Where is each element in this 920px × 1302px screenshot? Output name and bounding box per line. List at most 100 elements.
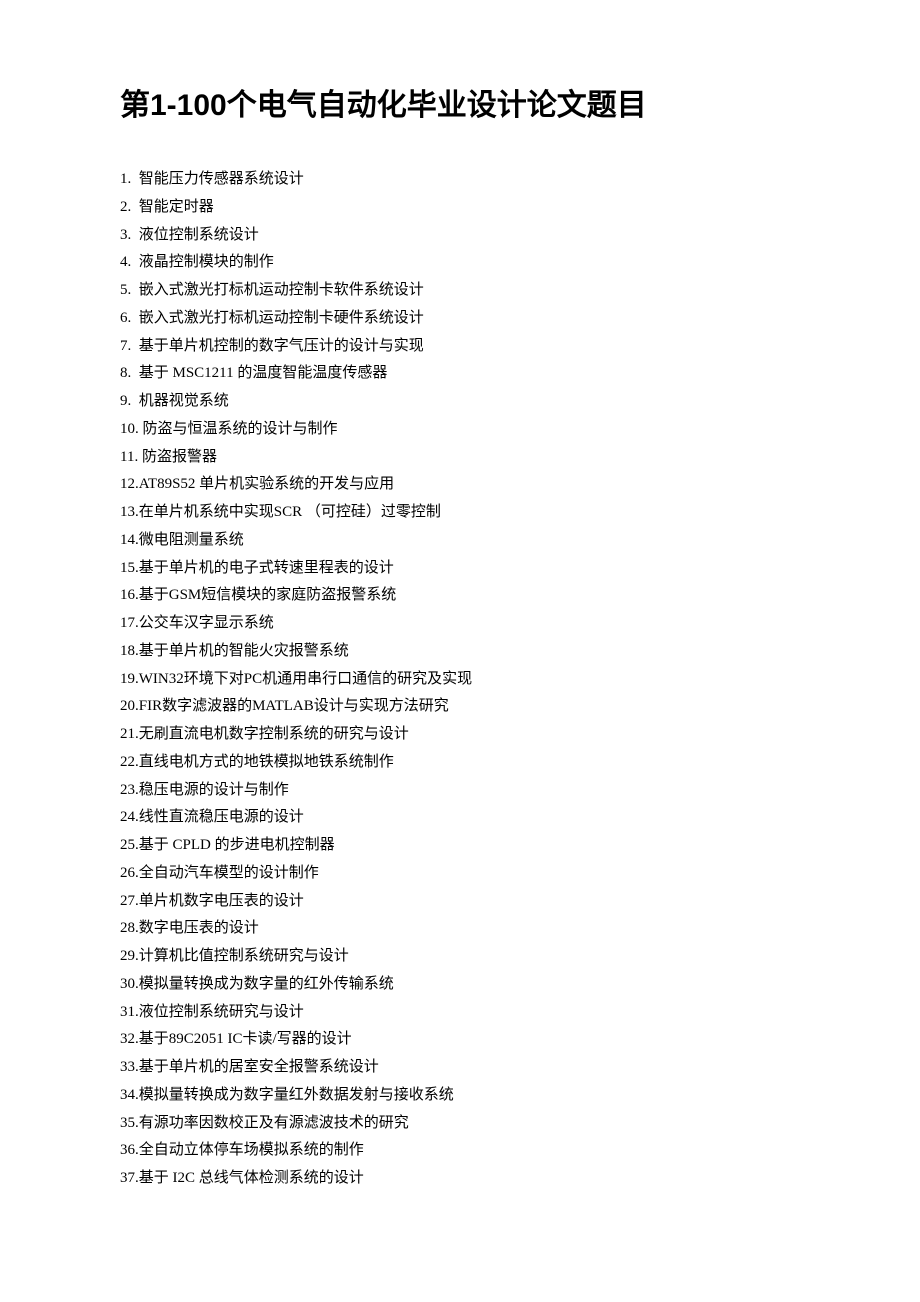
list-item: 28.数字电压表的设计 xyxy=(120,915,800,943)
item-text: 公交车汉字显示系统 xyxy=(139,615,274,631)
item-number: 35. xyxy=(120,1115,139,1131)
item-number: 27. xyxy=(120,893,139,909)
item-text: 有源功率因数校正及有源滤波技术的研究 xyxy=(139,1115,409,1131)
list-item: 29.计算机比值控制系统研究与设计 xyxy=(120,943,800,971)
item-number: 25. xyxy=(120,837,139,853)
item-number: 4. xyxy=(120,254,135,270)
item-number: 31. xyxy=(120,1004,139,1020)
list-item: 24.线性直流稳压电源的设计 xyxy=(120,804,800,832)
item-text: 微电阻测量系统 xyxy=(139,532,244,548)
item-number: 10. xyxy=(120,421,139,437)
list-item: 35.有源功率因数校正及有源滤波技术的研究 xyxy=(120,1110,800,1138)
list-item: 25.基于 CPLD 的步进电机控制器 xyxy=(120,832,800,860)
item-number: 37. xyxy=(120,1170,139,1186)
list-item: 26.全自动汽车模型的设计制作 xyxy=(120,860,800,888)
item-text: 基于单片机的电子式转速里程表的设计 xyxy=(139,560,394,576)
item-number: 21. xyxy=(120,726,139,742)
list-item: 20.FIR数字滤波器的MATLAB设计与实现方法研究 xyxy=(120,693,800,721)
list-item: 27.单片机数字电压表的设计 xyxy=(120,888,800,916)
item-number: 17. xyxy=(120,615,139,631)
list-item: 30.模拟量转换成为数字量的红外传输系统 xyxy=(120,971,800,999)
item-number: 1. xyxy=(120,171,135,187)
item-text: 智能定时器 xyxy=(135,199,214,215)
list-item: 10. 防盗与恒温系统的设计与制作 xyxy=(120,416,800,444)
item-text: 液位控制系统设计 xyxy=(135,227,259,243)
item-number: 8. xyxy=(120,365,135,381)
page-title: 第1-100个电气自动化毕业设计论文题目 xyxy=(120,80,800,124)
list-item: 6. 嵌入式激光打标机运动控制卡硬件系统设计 xyxy=(120,305,800,333)
item-text: 计算机比值控制系统研究与设计 xyxy=(139,948,349,964)
item-text: WIN32环境下对PC机通用串行口通信的研究及实现 xyxy=(139,671,472,687)
list-item: 19.WIN32环境下对PC机通用串行口通信的研究及实现 xyxy=(120,666,800,694)
item-text: 嵌入式激光打标机运动控制卡软件系统设计 xyxy=(135,282,424,298)
item-number: 18. xyxy=(120,643,139,659)
item-number: 7. xyxy=(120,338,135,354)
list-item: 9. 机器视觉系统 xyxy=(120,388,800,416)
item-text: 基于单片机控制的数字气压计的设计与实现 xyxy=(135,338,424,354)
item-number: 22. xyxy=(120,754,139,770)
item-number: 19. xyxy=(120,671,139,687)
list-item: 11. 防盗报警器 xyxy=(120,444,800,472)
list-item: 8. 基于 MSC1211 的温度智能温度传感器 xyxy=(120,360,800,388)
list-item: 32.基于89C2051 IC卡读/写器的设计 xyxy=(120,1026,800,1054)
item-text: 机器视觉系统 xyxy=(135,393,229,409)
item-number: 32. xyxy=(120,1031,139,1047)
item-text: 防盗与恒温系统的设计与制作 xyxy=(139,421,338,437)
list-item: 5. 嵌入式激光打标机运动控制卡软件系统设计 xyxy=(120,277,800,305)
item-text: 数字电压表的设计 xyxy=(139,920,259,936)
item-text: 模拟量转换成为数字量的红外传输系统 xyxy=(139,976,394,992)
list-item: 7. 基于单片机控制的数字气压计的设计与实现 xyxy=(120,333,800,361)
item-number: 28. xyxy=(120,920,139,936)
list-item: 12.AT89S52 单片机实验系统的开发与应用 xyxy=(120,471,800,499)
item-text: 在单片机系统中实现SCR （可控硅）过零控制 xyxy=(139,504,441,520)
list-item: 33.基于单片机的居室安全报警系统设计 xyxy=(120,1054,800,1082)
item-text: FIR数字滤波器的MATLAB设计与实现方法研究 xyxy=(139,698,449,714)
list-item: 23.稳压电源的设计与制作 xyxy=(120,777,800,805)
list-item: 2. 智能定时器 xyxy=(120,194,800,222)
item-number: 9. xyxy=(120,393,135,409)
list-item: 36.全自动立体停车场模拟系统的制作 xyxy=(120,1137,800,1165)
list-item: 21.无刷直流电机数字控制系统的研究与设计 xyxy=(120,721,800,749)
item-text: 线性直流稳压电源的设计 xyxy=(139,809,304,825)
item-text: 全自动立体停车场模拟系统的制作 xyxy=(139,1142,364,1158)
item-number: 14. xyxy=(120,532,139,548)
item-text: 基于 MSC1211 的温度智能温度传感器 xyxy=(135,365,387,381)
item-number: 24. xyxy=(120,809,139,825)
item-number: 6. xyxy=(120,310,135,326)
item-number: 16. xyxy=(120,587,139,603)
item-text: 嵌入式激光打标机运动控制卡硬件系统设计 xyxy=(135,310,424,326)
list-item: 1. 智能压力传感器系统设计 xyxy=(120,166,800,194)
item-text: 无刷直流电机数字控制系统的研究与设计 xyxy=(139,726,409,742)
item-number: 36. xyxy=(120,1142,139,1158)
item-text: 液晶控制模块的制作 xyxy=(135,254,274,270)
item-text: 液位控制系统研究与设计 xyxy=(139,1004,304,1020)
item-text: 单片机数字电压表的设计 xyxy=(139,893,304,909)
item-text: 防盗报警器 xyxy=(138,449,217,465)
item-number: 34. xyxy=(120,1087,139,1103)
item-text: 基于 CPLD 的步进电机控制器 xyxy=(139,837,335,853)
list-item: 16.基于GSM短信模块的家庭防盗报警系统 xyxy=(120,582,800,610)
item-text: 智能压力传感器系统设计 xyxy=(135,171,304,187)
item-text: 基于单片机的智能火灾报警系统 xyxy=(139,643,349,659)
list-item: 37.基于 I2C 总线气体检测系统的设计 xyxy=(120,1165,800,1193)
item-number: 29. xyxy=(120,948,139,964)
list-item: 13.在单片机系统中实现SCR （可控硅）过零控制 xyxy=(120,499,800,527)
list-item: 31.液位控制系统研究与设计 xyxy=(120,999,800,1027)
item-text: AT89S52 单片机实验系统的开发与应用 xyxy=(139,476,394,492)
list-item: 4. 液晶控制模块的制作 xyxy=(120,249,800,277)
list-item: 34.模拟量转换成为数字量红外数据发射与接收系统 xyxy=(120,1082,800,1110)
thesis-topic-list: 1. 智能压力传感器系统设计2. 智能定时器3. 液位控制系统设计4. 液晶控制… xyxy=(120,166,800,1193)
item-text: 基于 I2C 总线气体检测系统的设计 xyxy=(139,1170,364,1186)
item-text: 基于89C2051 IC卡读/写器的设计 xyxy=(139,1031,352,1047)
item-number: 15. xyxy=(120,560,139,576)
item-text: 稳压电源的设计与制作 xyxy=(139,782,289,798)
item-number: 3. xyxy=(120,227,135,243)
item-number: 2. xyxy=(120,199,135,215)
list-item: 22.直线电机方式的地铁模拟地铁系统制作 xyxy=(120,749,800,777)
item-number: 11. xyxy=(120,449,138,465)
item-number: 26. xyxy=(120,865,139,881)
item-number: 20. xyxy=(120,698,139,714)
item-text: 模拟量转换成为数字量红外数据发射与接收系统 xyxy=(139,1087,454,1103)
list-item: 3. 液位控制系统设计 xyxy=(120,222,800,250)
item-text: 基于GSM短信模块的家庭防盗报警系统 xyxy=(139,587,397,603)
